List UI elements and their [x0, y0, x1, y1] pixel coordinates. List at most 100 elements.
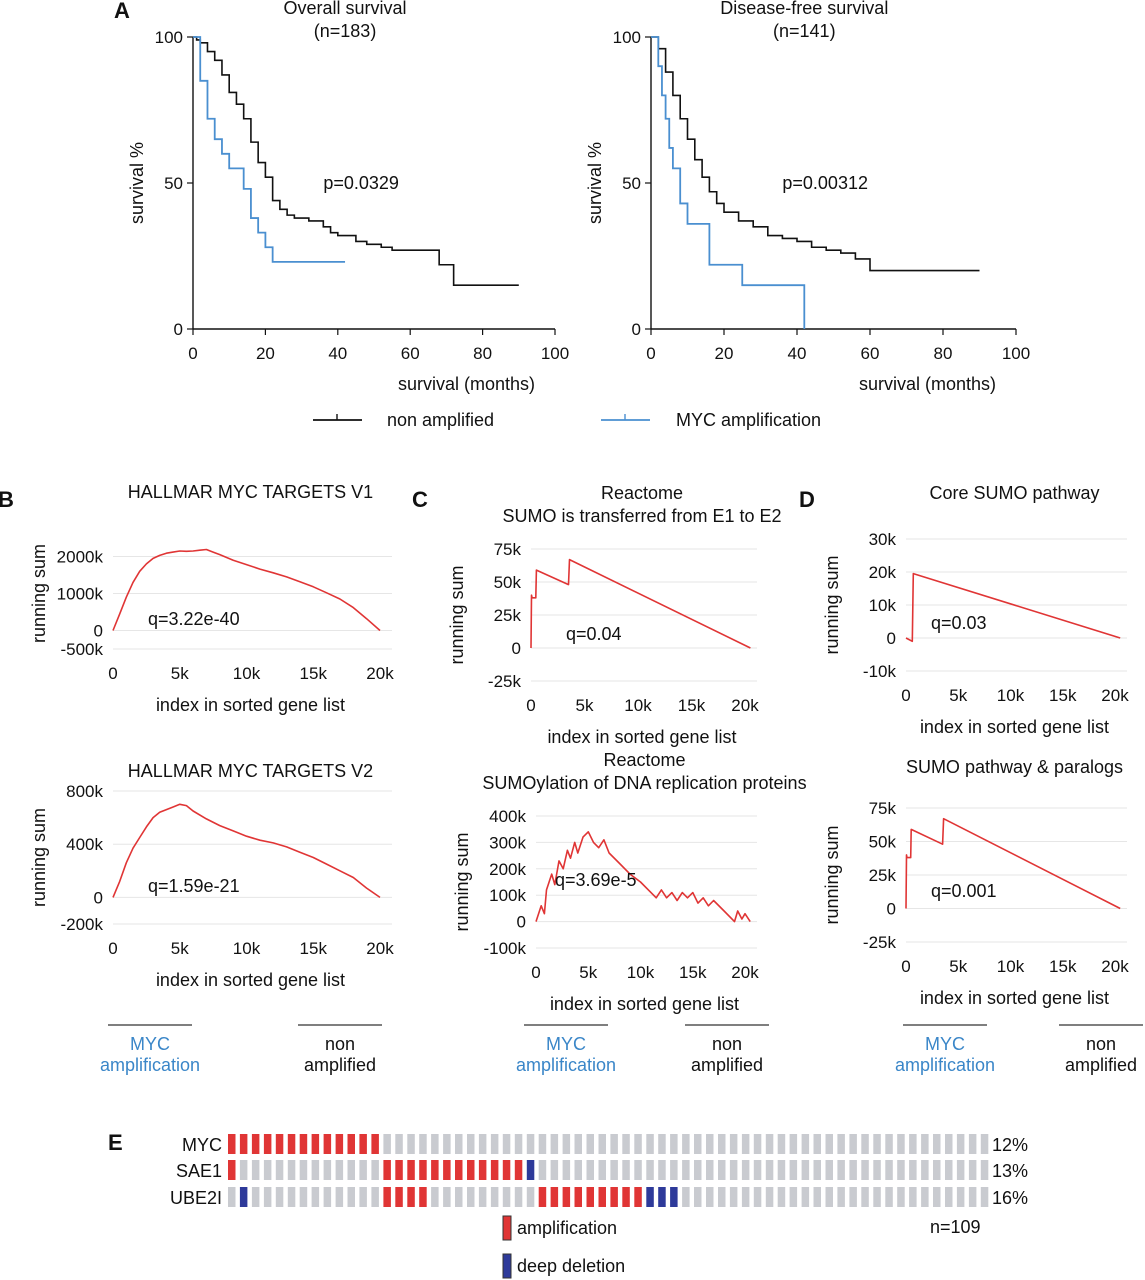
sample-cell [622, 1160, 630, 1180]
sample-cell [299, 1187, 308, 1207]
x-tick-label: 20k [731, 696, 759, 715]
group-label-non: non [1086, 1034, 1116, 1054]
sample-cell [431, 1160, 439, 1180]
alteration-percent-sae1: 13% [992, 1161, 1028, 1181]
sample-cell [467, 1160, 475, 1180]
sample-cell [574, 1187, 582, 1207]
sample-cell [574, 1134, 582, 1154]
y-tick-label: 100k [489, 886, 526, 905]
y-tick-label: 100 [155, 28, 183, 47]
chart-subtitle: SUMOylation of DNA replication proteins [482, 773, 806, 793]
x-tick-label: 20 [715, 344, 734, 363]
group-label-myc: MYC [925, 1034, 965, 1054]
sample-cell [837, 1187, 845, 1207]
sample-cell [514, 1134, 523, 1154]
x-tick-label: 0 [188, 344, 197, 363]
y-tick-label: 75k [494, 540, 522, 559]
sample-cell [694, 1160, 702, 1180]
sample-cell [658, 1134, 666, 1154]
group-label-amplified: amplified [691, 1055, 763, 1075]
chart-title: Core SUMO pathway [929, 483, 1099, 503]
sample-cell [490, 1134, 499, 1154]
sample-cell [980, 1160, 989, 1180]
sample-cell [598, 1187, 606, 1207]
sample-cell [562, 1134, 571, 1154]
y-axis-label: running sum [822, 825, 842, 924]
x-axis-label: index in sorted gene list [547, 727, 736, 747]
sample-cell [263, 1160, 272, 1180]
y-tick-label: 50 [164, 174, 183, 193]
sample-cell [251, 1134, 260, 1154]
sample-cell [514, 1187, 523, 1207]
legend-label-amplification: amplification [517, 1218, 617, 1238]
x-tick-label: 5k [579, 963, 597, 982]
km-plot-1: 0 20 40 60 80 100 0 50 100 Disease-free survival (… [585, 0, 1030, 394]
x-tick-label: 40 [788, 344, 807, 363]
alteration-percent-ube2i: 16% [992, 1188, 1028, 1208]
km-curve-myc-amplification [193, 36, 346, 263]
group-label-myc: MYC [130, 1034, 170, 1054]
km-curve-non-amplified [651, 36, 980, 272]
sample-cell [455, 1187, 463, 1207]
sample-cell [311, 1187, 320, 1207]
sample-cell [634, 1160, 642, 1180]
sample-cell [455, 1134, 463, 1154]
x-tick-label: 15k [300, 664, 328, 683]
sample-cell [395, 1187, 403, 1207]
sample-cell [933, 1134, 941, 1154]
gene-label-ube2i: UBE2I [170, 1188, 222, 1208]
x-tick-label: 5k [576, 696, 594, 715]
sample-cell [275, 1160, 284, 1180]
sample-cell [634, 1187, 642, 1207]
x-tick-label: 10k [627, 963, 655, 982]
sample-cell [347, 1160, 355, 1180]
x-tick-label: 20k [1101, 686, 1129, 705]
sample-cell [502, 1134, 511, 1154]
x-tick-label: 15k [679, 963, 707, 982]
sample-cell [550, 1187, 559, 1207]
sample-cell [873, 1160, 881, 1180]
sample-cell [538, 1187, 547, 1207]
sample-cell [526, 1134, 535, 1154]
q-value-annotation: q=0.001 [931, 881, 997, 901]
x-tick-label: 100 [1002, 344, 1030, 363]
sample-cell [275, 1187, 284, 1207]
sample-cell [610, 1134, 618, 1154]
sample-cell [359, 1187, 367, 1207]
y-tick-label: 400k [66, 835, 103, 854]
sample-cell [490, 1187, 499, 1207]
sample-cell [311, 1134, 320, 1154]
sample-cell [789, 1160, 798, 1180]
sample-cell [490, 1160, 499, 1180]
legend-label-deep-deletion: deep deletion [517, 1256, 625, 1276]
sample-cell [478, 1187, 487, 1207]
group-label-amplification: amplification [895, 1055, 995, 1075]
sample-cell [777, 1187, 786, 1207]
y-tick-label: 400k [489, 807, 526, 826]
sample-cell [574, 1160, 582, 1180]
sample-cell [538, 1134, 547, 1154]
sample-cell [419, 1160, 427, 1180]
survival-legend: non amplified MYC amplification [313, 410, 821, 430]
y-tick-label: 0 [512, 639, 521, 658]
sample-cell [562, 1160, 571, 1180]
sample-cell [885, 1187, 893, 1207]
x-axis-label: survival (months) [398, 374, 535, 394]
sample-cell [239, 1160, 248, 1180]
km-curve-myc-amplification [651, 36, 806, 329]
chart-subtitle: (n=141) [773, 21, 836, 41]
x-tick-label: 5k [949, 957, 967, 976]
sample-cell [825, 1134, 833, 1154]
sample-cell [933, 1160, 941, 1180]
running-sum-line [905, 817, 1121, 910]
x-tick-label: 10k [997, 686, 1025, 705]
sample-cell [849, 1160, 857, 1180]
y-tick-label: -25k [488, 672, 522, 691]
sample-cell [371, 1134, 379, 1154]
x-tick-label: 10k [233, 939, 261, 958]
y-tick-label: 50 [622, 174, 641, 193]
y-axis-label: survival % [127, 142, 147, 224]
chart-title: HALLMAR MYC TARGETS V2 [128, 761, 373, 781]
